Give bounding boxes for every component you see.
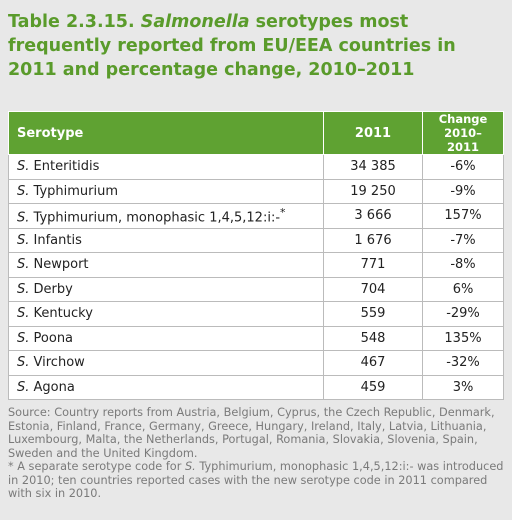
genus: S. xyxy=(17,159,30,175)
serotype-name: Poona xyxy=(33,330,74,346)
header-line: 2010–2011 xyxy=(444,126,482,154)
genus: S. xyxy=(17,281,30,297)
genus: S. xyxy=(17,330,30,346)
change-cell: -7% xyxy=(422,227,504,253)
serotype-name: Newport xyxy=(33,257,89,273)
table-body: S. Enteritidis 34 385 -6% S. Typhimurium 19 … xyxy=(8,154,504,400)
table-row: S. Kentucky 559 -29% xyxy=(8,301,504,327)
table-row: S. Newport 771 -8% xyxy=(8,252,504,278)
note: * A separate serotype code for S. Typhim… xyxy=(8,460,504,501)
serotype-cell: S. Newport xyxy=(8,252,324,278)
table-row: S. Poona 548 135% xyxy=(8,325,504,351)
change-cell: 157% xyxy=(422,203,504,229)
change-cell: 135% xyxy=(422,325,504,351)
serotype-cell: S. Virchow xyxy=(8,350,324,376)
serotype-cell: S. Typhimurium, monophasic 1,4,5,12:i:-* xyxy=(8,203,324,229)
serotype-cell: S. Agona xyxy=(8,374,324,400)
change-cell: -6% xyxy=(422,154,504,180)
genus: S. xyxy=(17,257,30,273)
source: Source: Country reports from Austria, Be… xyxy=(8,406,495,460)
note-part: Typhimurium, monophasic 1,4,5,12:i:- was… xyxy=(8,460,504,500)
count-cell: 459 xyxy=(323,374,423,400)
footer: Source: Country reports from Austria, Be… xyxy=(8,406,504,501)
count-cell: 704 xyxy=(323,276,423,302)
header-cell: Change 2010–2011 xyxy=(422,111,504,155)
title-italic: Salmonella xyxy=(140,12,250,32)
table-row: S. Agona 459 3% xyxy=(8,374,504,400)
serotype-name: Agona xyxy=(33,379,75,395)
header-cell: Serotype xyxy=(8,111,324,155)
serotype-cell: S. Kentucky xyxy=(8,301,324,327)
serotype-name: Typhimurium xyxy=(33,183,119,199)
change-cell: -29% xyxy=(422,301,504,327)
title-rest: serotypes most frequently reported from … xyxy=(8,12,456,80)
serotype-name: Virchow xyxy=(33,355,85,371)
genus: S. xyxy=(17,379,30,395)
genus: S. xyxy=(17,183,30,199)
header-line: Change xyxy=(438,112,488,126)
serotype-cell: S. Derby xyxy=(8,276,324,302)
genus: S. xyxy=(17,232,30,248)
serotype-cell: S. Poona xyxy=(8,325,324,351)
count-cell: 467 xyxy=(323,350,423,376)
table-title: Table 2.3.15. Salmonella serotypes most … xyxy=(8,10,504,82)
change-cell: 6% xyxy=(422,276,504,302)
change-cell: -32% xyxy=(422,350,504,376)
note-part: * A separate serotype code for xyxy=(8,460,185,473)
table-row: S. Virchow 467 -32% xyxy=(8,350,504,376)
serotype-cell: S. Enteritidis xyxy=(8,154,324,180)
serotype-cell: S. Infantis xyxy=(8,227,324,253)
serotype-cell: S. Typhimurium xyxy=(8,178,324,204)
genus: S. xyxy=(17,210,30,226)
change-cell: 3% xyxy=(422,374,504,400)
serotype-name: Derby xyxy=(33,281,73,297)
title-label: Table 2.3.15. xyxy=(8,12,135,32)
serotype-name: Typhimurium, monophasic 1,4,5,12:i:- xyxy=(33,210,281,226)
serotype-name: Enteritidis xyxy=(33,159,100,175)
note-marker: * xyxy=(280,206,286,220)
table-row: S. Infantis 1 676 -7% xyxy=(8,227,504,253)
genus: S. xyxy=(17,355,30,371)
header-cell: 2011 xyxy=(323,111,423,155)
change-cell: -8% xyxy=(422,252,504,278)
table-row: S. Typhimurium 19 250 -9% xyxy=(8,178,504,204)
count-cell: 548 xyxy=(323,325,423,351)
table-row: S. Derby 704 6% xyxy=(8,276,504,302)
table-row: S. Enteritidis 34 385 -6% xyxy=(8,154,504,180)
count-cell: 19 250 xyxy=(323,178,423,204)
count-cell: 34 385 xyxy=(323,154,423,180)
note-part: S. xyxy=(184,460,196,473)
genus: S. xyxy=(17,306,30,322)
count-cell: 559 xyxy=(323,301,423,327)
count-cell: 3 666 xyxy=(323,203,423,229)
data-table: Serotype 2011 Change 2010–2011 S. Enterit… xyxy=(8,111,504,400)
count-cell: 771 xyxy=(323,252,423,278)
serotype-name: Kentucky xyxy=(33,306,93,322)
count-cell: 1 676 xyxy=(323,227,423,253)
serotype-name: Infantis xyxy=(33,232,82,248)
change-cell: -9% xyxy=(422,178,504,204)
table-row: S. Typhimurium, monophasic 1,4,5,12:i:-*… xyxy=(8,203,504,229)
